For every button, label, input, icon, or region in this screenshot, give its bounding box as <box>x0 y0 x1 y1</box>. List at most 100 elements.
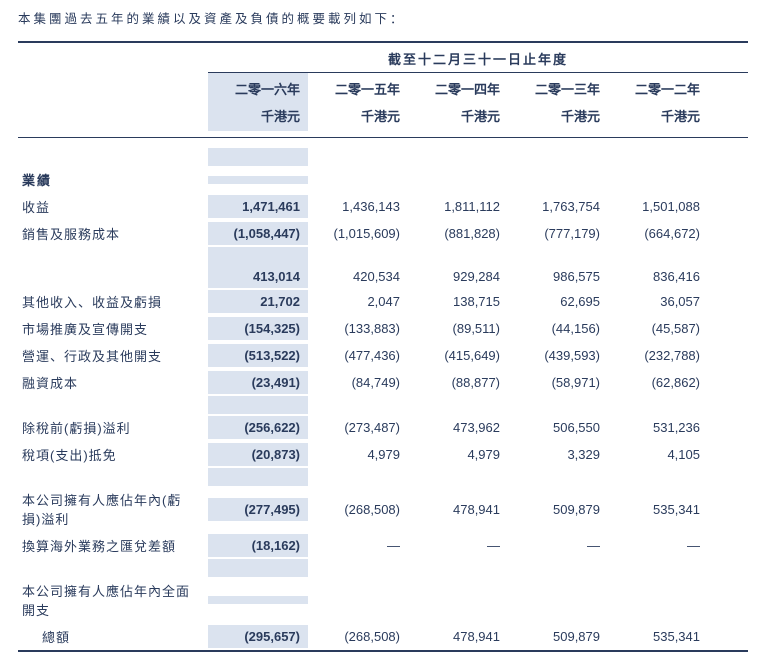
val-pbt-0: (256,622) <box>208 416 308 439</box>
val-mkt-0: (154,325) <box>208 317 308 340</box>
year-header-row: 二零一六年 二零一五年 二零一四年 二零一三年 二零一二年 <box>18 73 748 102</box>
col-unit-1: 千港元 <box>308 102 408 131</box>
label-total-comp-l2: 總額 <box>18 623 208 650</box>
val-gross-4: 836,416 <box>608 265 708 288</box>
val-cos-1: (1,015,609) <box>308 222 408 245</box>
val-tax-2: 4,979 <box>408 443 508 466</box>
section-results-title: 業績 <box>18 166 208 193</box>
val-ap-3: 509,879 <box>508 498 608 521</box>
row-marketing: 市場推廣及宣傳開支 (154,325) (133,883) (89,511) (… <box>18 315 748 342</box>
header-super-row: 截至十二月三十一日止年度 <box>208 49 748 73</box>
val-revenue-0: 1,471,461 <box>208 195 308 218</box>
val-oi-4: 36,057 <box>608 290 708 313</box>
col-unit-4: 千港元 <box>608 102 708 131</box>
unit-header-row: 千港元 千港元 千港元 千港元 千港元 <box>18 102 748 138</box>
val-mkt-4: (45,587) <box>608 317 708 340</box>
val-fx-1: — <box>308 534 408 557</box>
val-mkt-2: (89,511) <box>408 317 508 340</box>
row-gross: 413,014 420,534 929,284 986,575 836,416 <box>18 265 748 288</box>
row-operating: 營運、行政及其他開支 (513,522) (477,436) (415,649)… <box>18 342 748 369</box>
row-tax: 稅項(支出)抵免 (20,873) 4,979 4,979 3,329 4,10… <box>18 441 748 468</box>
val-fin-4: (62,862) <box>608 371 708 394</box>
val-fin-3: (58,971) <box>508 371 608 394</box>
val-ap-1: (268,508) <box>308 498 408 521</box>
val-pbt-3: 506,550 <box>508 416 608 439</box>
val-pbt-1: (273,487) <box>308 416 408 439</box>
val-fx-4: — <box>608 534 708 557</box>
val-cos-3: (777,179) <box>508 222 608 245</box>
row-finance: 融資成本 (23,491) (84,749) (88,877) (58,971)… <box>18 369 748 396</box>
val-ap-4: 535,341 <box>608 498 708 521</box>
val-fin-2: (88,877) <box>408 371 508 394</box>
val-gross-2: 929,284 <box>408 265 508 288</box>
label-finance: 融資成本 <box>18 369 208 396</box>
val-cos-0: (1,058,447) <box>208 222 308 245</box>
col-unit-2: 千港元 <box>408 102 508 131</box>
col-unit-0: 千港元 <box>208 102 308 131</box>
row-total-comp-l2: 總額 (295,657) (268,508) 478,941 509,879 5… <box>18 623 748 652</box>
label-tax: 稅項(支出)抵免 <box>18 441 208 468</box>
val-tax-0: (20,873) <box>208 443 308 466</box>
header-super-label: 截至十二月三十一日止年度 <box>208 49 748 68</box>
col-year-2: 二零一四年 <box>408 73 508 102</box>
label-cost-of-sales: 銷售及服務成本 <box>18 220 208 247</box>
val-pbt-2: 473,962 <box>408 416 508 439</box>
val-ap-2: 478,941 <box>408 498 508 521</box>
row-attrib-profit: 本公司擁有人應佔年內(虧損)溢利 (277,495) (268,508) 478… <box>18 486 748 532</box>
row-revenue: 收益 1,471,461 1,436,143 1,811,112 1,763,7… <box>18 193 748 220</box>
val-fx-2: — <box>408 534 508 557</box>
val-oi-3: 62,695 <box>508 290 608 313</box>
label-gross <box>18 273 208 281</box>
val-tc-2: 478,941 <box>408 625 508 648</box>
val-fin-1: (84,749) <box>308 371 408 394</box>
val-revenue-3: 1,763,754 <box>508 195 608 218</box>
row-fx: 換算海外業務之匯兌差額 (18,162) — — — — <box>18 532 748 559</box>
val-mkt-1: (133,883) <box>308 317 408 340</box>
val-oi-2: 138,715 <box>408 290 508 313</box>
col-unit-3: 千港元 <box>508 102 608 131</box>
val-fx-3: — <box>508 534 608 557</box>
val-op-0: (513,522) <box>208 344 308 367</box>
val-mkt-3: (44,156) <box>508 317 608 340</box>
val-tc-0: (295,657) <box>208 625 308 648</box>
val-ap-0: (277,495) <box>208 498 308 521</box>
val-cos-2: (881,828) <box>408 222 508 245</box>
val-tc-1: (268,508) <box>308 625 408 648</box>
row-total-comp-l1: 本公司擁有人應佔年內全面開支 <box>18 577 748 623</box>
val-revenue-1: 1,436,143 <box>308 195 408 218</box>
val-gross-3: 986,575 <box>508 265 608 288</box>
val-revenue-4: 1,501,088 <box>608 195 708 218</box>
val-revenue-2: 1,811,112 <box>408 195 508 218</box>
financial-table: 截至十二月三十一日止年度 二零一六年 二零一五年 二零一四年 二零一三年 二零一… <box>18 41 748 652</box>
col-year-1: 二零一五年 <box>308 73 408 102</box>
val-fin-0: (23,491) <box>208 371 308 394</box>
section-results-title-row: 業績 <box>18 166 748 193</box>
row-cost-of-sales: 銷售及服務成本 (1,058,447) (1,015,609) (881,828… <box>18 220 748 247</box>
intro-text: 本集團過去五年的業績以及資產及負債的概要載列如下： <box>18 8 748 27</box>
val-fx-0: (18,162) <box>208 534 308 557</box>
val-pbt-4: 531,236 <box>608 416 708 439</box>
label-total-comp-l1: 本公司擁有人應佔年內全面開支 <box>18 577 208 623</box>
val-op-2: (415,649) <box>408 344 508 367</box>
col-year-4: 二零一二年 <box>608 73 708 102</box>
val-gross-1: 420,534 <box>308 265 408 288</box>
val-op-1: (477,436) <box>308 344 408 367</box>
label-revenue: 收益 <box>18 193 208 220</box>
val-tax-1: 4,979 <box>308 443 408 466</box>
val-op-3: (439,593) <box>508 344 608 367</box>
row-other-income: 其他收入、收益及虧損 21,702 2,047 138,715 62,695 3… <box>18 288 748 315</box>
val-tc-4: 535,341 <box>608 625 708 648</box>
val-tax-4: 4,105 <box>608 443 708 466</box>
label-marketing: 市場推廣及宣傳開支 <box>18 315 208 342</box>
val-op-4: (232,788) <box>608 344 708 367</box>
row-pbt: 除稅前(虧損)溢利 (256,622) (273,487) 473,962 50… <box>18 414 748 441</box>
val-oi-0: 21,702 <box>208 290 308 313</box>
val-tax-3: 3,329 <box>508 443 608 466</box>
col-year-0: 二零一六年 <box>208 73 308 102</box>
col-year-3: 二零一三年 <box>508 73 608 102</box>
val-cos-4: (664,672) <box>608 222 708 245</box>
label-fx: 換算海外業務之匯兌差額 <box>18 532 208 559</box>
label-other-income: 其他收入、收益及虧損 <box>18 288 208 315</box>
label-attrib-profit: 本公司擁有人應佔年內(虧損)溢利 <box>18 486 208 532</box>
val-oi-1: 2,047 <box>308 290 408 313</box>
